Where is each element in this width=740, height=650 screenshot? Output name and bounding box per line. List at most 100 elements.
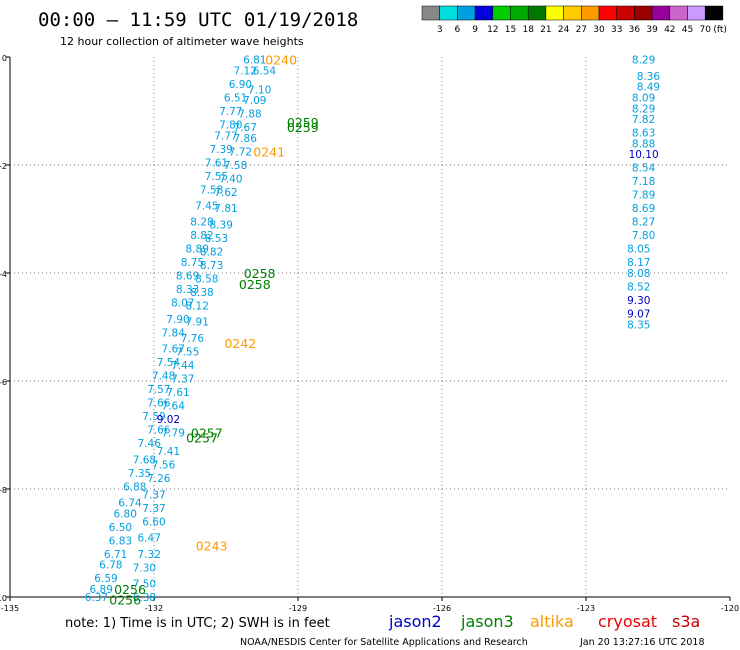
swh-value-label: 7.72 [229,147,252,159]
legend-swatch [510,5,529,21]
pass-time-label: 0259 [287,115,319,130]
legend-swatch [704,5,724,21]
swh-value-label: 7.18 [632,176,655,188]
swh-value-label: 7.88 [238,109,261,121]
swh-value-label: 8.82 [190,230,213,242]
swh-value-label: 7.41 [157,446,180,458]
legend-tick-label: 18 [522,25,534,35]
legend-tick-label: 21 [540,25,551,35]
legend-tick-label: 39 [646,25,658,35]
legend-swatch [527,5,547,21]
swh-value-label: 6.38 [133,592,156,604]
notes-text: note: 1) Time is in UTC; 2) SWH is in fe… [65,616,330,631]
satellite-legend-cryosat: cryosat [598,612,657,631]
legend-tick-label: 12 [487,25,498,35]
legend-tick-label: 15 [505,25,516,35]
legend-swatch [687,5,706,21]
legend-swatch [634,5,653,21]
swh-value-label: 7.45 [195,201,218,213]
swh-value-label: 6.88 [123,481,146,493]
swh-value-label: 7.80 [632,230,655,242]
swh-value-label: 7.81 [214,203,237,215]
y-tick-label: -6 [0,378,7,387]
swh-value-label: 8.12 [186,300,209,312]
pass-time-label: 0258 [239,277,271,292]
swh-value-label: 7.58 [200,184,223,196]
swh-value-label: 8.29 [632,55,655,67]
swh-value-label: 6.81 [243,55,266,67]
swh-value-label: 7.57 [147,384,170,396]
x-tick-label: -132 [145,604,163,613]
legend-swatch [563,5,582,21]
swh-value-label: 7.62 [214,187,237,199]
legend-swatch [474,5,494,21]
swh-value-label: 7.64 [162,400,186,412]
swh-value-label: 8.75 [181,257,204,269]
swh-value-label: 10.10 [629,149,659,161]
pass-time-label: 0256 [109,593,141,608]
swh-value-label: 6.89 [90,584,113,596]
swh-value-label: 8.69 [632,203,655,215]
swh-value-label: 7.86 [234,133,258,145]
swh-value-label: 6.37 [85,592,108,604]
legend-tick-label: 3 [437,25,443,35]
legend-swatch [439,5,458,21]
swh-value-label: 7.46 [138,438,162,450]
swh-value-label: 7.56 [152,460,176,472]
legend-swatch [581,5,600,21]
swh-value-label: 8.49 [637,82,660,94]
swh-value-label: 6.50 [109,522,132,534]
swh-value-label: 9.02 [157,414,180,426]
swh-value-label: 7.26 [147,473,171,485]
swh-value-label: 8.28 [190,217,213,229]
swh-value-label: 8.39 [210,219,233,231]
swh-value-label: 7.50 [133,579,156,591]
legend-swatch [492,5,511,21]
swh-value-label: 8.29 [632,103,655,115]
plot-grid [10,57,730,597]
swh-value-label: 7.39 [210,144,233,156]
swh-value-label: 7.91 [186,317,209,329]
swh-value-label: 7.67 [162,344,185,356]
y-tick-label: -4 [0,270,7,279]
legend-swatch [669,5,688,21]
swh-value-label: 8.05 [627,244,650,256]
swh-value-label: 6.59 [94,573,117,585]
legend-swatch [545,5,564,21]
swh-value-label: 7.35 [128,468,151,480]
y-tick-label: -10 [0,594,7,603]
swh-value-label: 7.68 [133,454,156,466]
swh-value-label: 7.67 [234,122,257,134]
satellite-legend-s3a: s3a [672,612,700,631]
swh-value-label: 7.55 [205,171,228,183]
swh-value-label: 7.30 [133,562,156,574]
footer-credit: NOAA/NESDIS Center for Satellite Applica… [240,637,528,648]
swh-value-label: 7.48 [152,371,175,383]
x-tick-label: -126 [433,604,451,613]
swh-value-label: 7.59 [142,411,165,423]
swh-value-label: 9.07 [627,309,650,321]
swh-value-label: 8.58 [195,273,218,285]
pass-time-label: 0258 [244,266,276,281]
swh-value-label: 8.63 [632,128,655,140]
swh-value-label: 6.78 [99,560,122,572]
pass-time-label: 0257 [191,425,223,440]
legend-swatch [651,5,671,21]
pass-time-label: 0243 [196,539,228,554]
swh-value-label: 7.40 [219,174,242,186]
swh-value-label: 6.60 [142,516,165,528]
swh-value-label: 6.47 [138,533,161,545]
satellite-legend-jason2: jason2 [388,612,442,631]
swh-value-label: 8.38 [190,287,213,299]
legend-tick-label: 42 [664,25,675,35]
x-tick-label: -129 [289,604,307,613]
swh-value-label: 7.55 [176,346,199,358]
swh-value-label: 7.09 [243,95,266,107]
pass-time-label: 0257 [186,431,218,446]
legend-tick-label: 36 [629,25,641,35]
y-tick-label: -8 [0,486,7,495]
swh-value-label: 8.35 [627,319,650,331]
legend-swatch [598,5,617,21]
legend-tick-label: 24 [558,25,570,35]
swh-value-label: 7.80 [219,120,242,132]
